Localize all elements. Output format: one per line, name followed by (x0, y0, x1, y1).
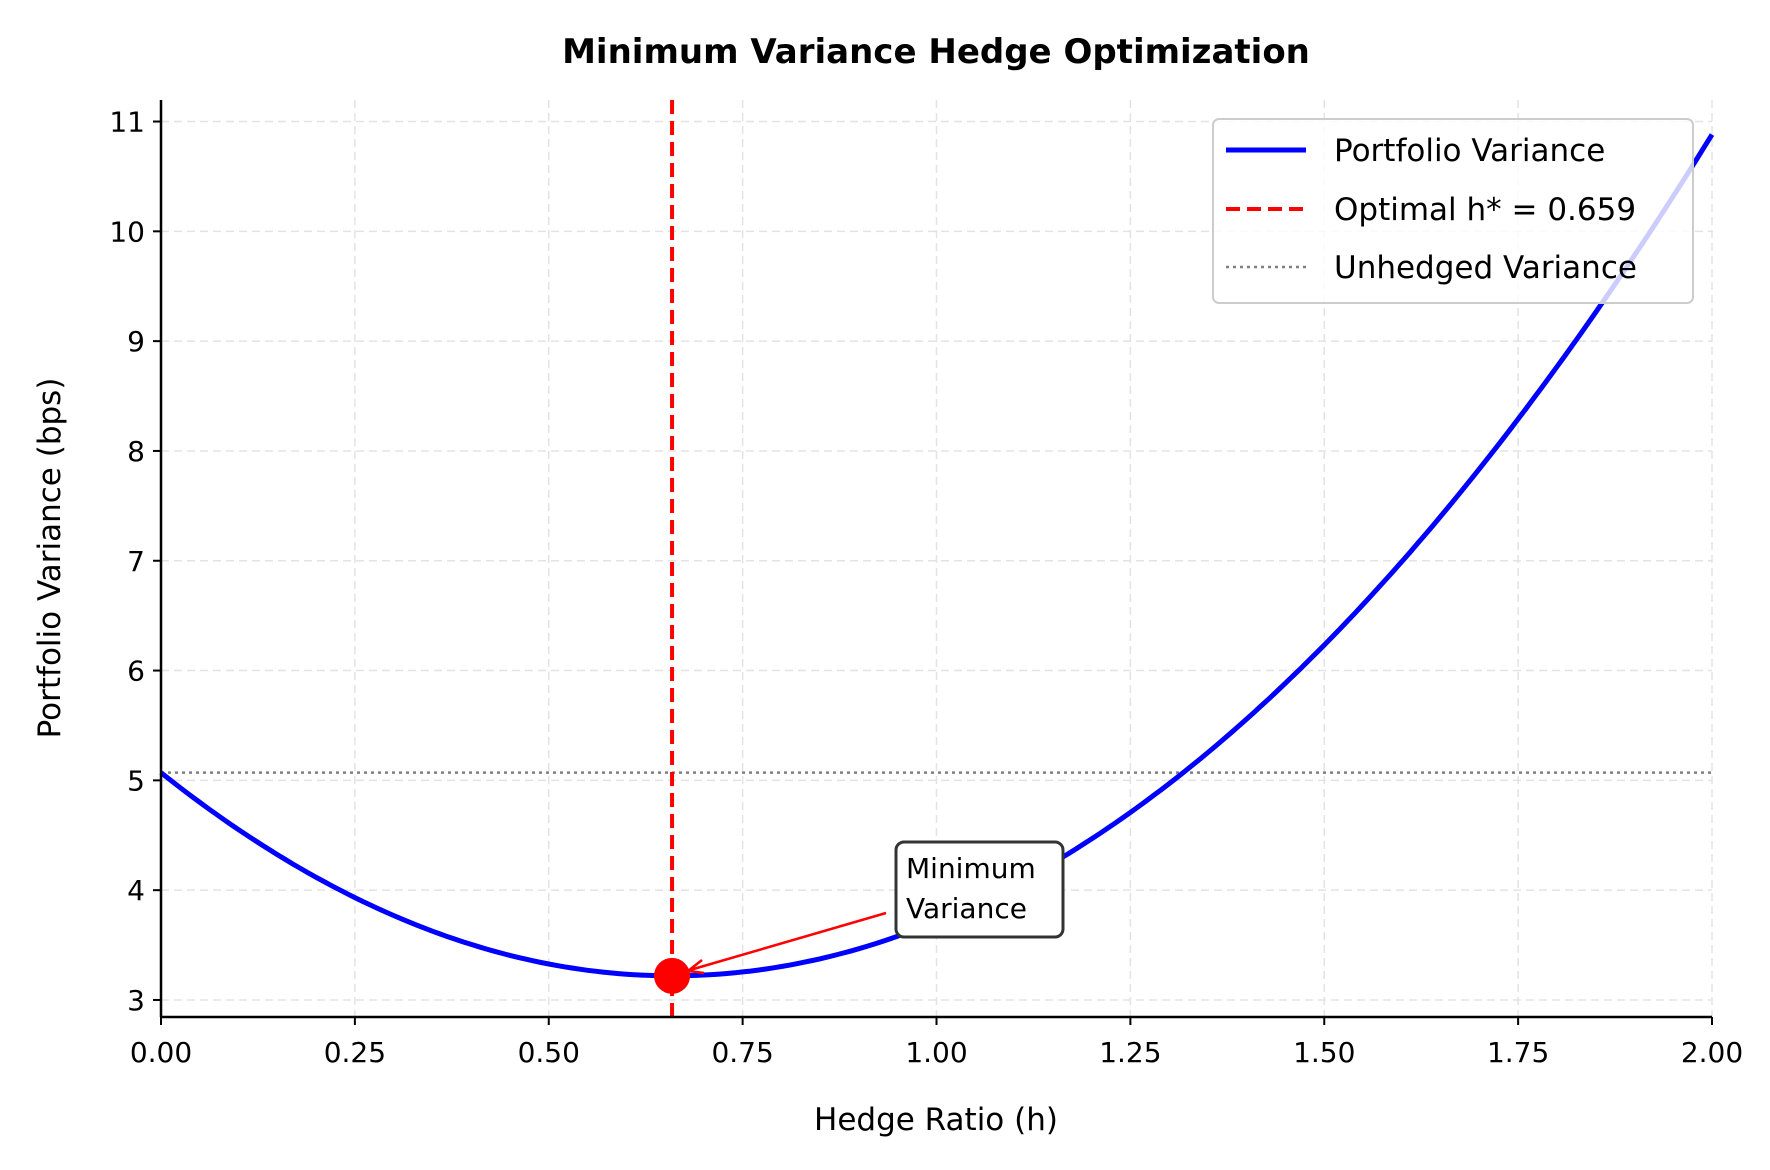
chart-title: Minimum Variance Hedge Optimization (562, 32, 1310, 72)
annotation-arrow (689, 911, 887, 972)
x-tick-label: 0.25 (324, 1036, 386, 1069)
y-axis-label: Portfolio Variance (bps) (32, 378, 68, 739)
y-tick-label: 6 (127, 655, 145, 688)
y-tick-label: 4 (127, 874, 145, 907)
y-tick-label: 10 (109, 215, 145, 248)
y-tick-label: 7 (127, 545, 145, 578)
annotation: Minimum Variance (687, 840, 1065, 975)
axes: 0.00 0.25 0.50 0.75 1.00 1.25 1.50 1.75 2.00 3 4 5 6… (109, 100, 1743, 1069)
y-tick-label: 8 (127, 435, 145, 468)
annotation-text-line1: Minimum (906, 852, 1036, 885)
x-tick-label: 1.00 (905, 1036, 967, 1069)
x-tick-label: 0.50 (518, 1036, 580, 1069)
legend: Portfolio Variance Optimal h* = 0.659 Un… (1212, 118, 1694, 304)
x-tick-label: 2.00 (1681, 1036, 1743, 1069)
annotation-box (894, 840, 1065, 939)
y-tick-label: 11 (109, 106, 145, 139)
optimum-point (654, 957, 691, 994)
legend-box (1212, 118, 1694, 304)
y-tick-label: 3 (127, 984, 145, 1017)
x-tick-label: 1.50 (1293, 1036, 1355, 1069)
x-tick-label: 1.75 (1487, 1036, 1549, 1069)
annotation-text-line2: Variance (906, 892, 1027, 925)
annotation-arrowhead-icon (687, 959, 705, 975)
x-tick-label: 0.75 (711, 1036, 773, 1069)
legend-label-unhedged-variance: Unhedged Variance (1334, 250, 1637, 286)
legend-label-optimal-h: Optimal h* = 0.659 (1334, 192, 1636, 228)
y-tick-label: 9 (127, 325, 145, 358)
legend-label-portfolio-variance: Portfolio Variance (1334, 133, 1605, 169)
x-tick-label: 1.25 (1099, 1036, 1161, 1069)
x-axis-label: Hedge Ratio (h) (814, 1102, 1058, 1138)
x-tick-label: 0.00 (130, 1036, 192, 1069)
y-tick-label: 5 (127, 764, 145, 797)
